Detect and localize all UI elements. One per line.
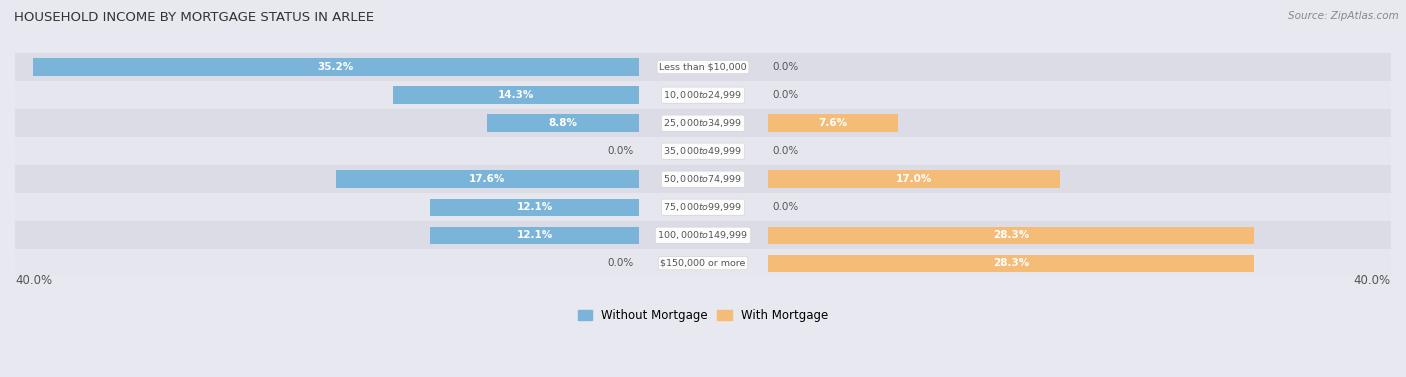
Text: 0.0%: 0.0% xyxy=(773,62,799,72)
Text: 40.0%: 40.0% xyxy=(15,274,52,287)
Text: 8.8%: 8.8% xyxy=(548,118,578,128)
Bar xyxy=(15,165,1391,193)
Bar xyxy=(15,53,1391,81)
Bar xyxy=(768,115,898,132)
Text: 0.0%: 0.0% xyxy=(607,146,633,156)
Text: 0.0%: 0.0% xyxy=(773,146,799,156)
Bar xyxy=(15,81,1391,109)
Bar xyxy=(430,199,638,216)
Text: $100,000 to $149,999: $100,000 to $149,999 xyxy=(658,229,748,241)
Text: 17.0%: 17.0% xyxy=(896,174,932,184)
Text: Source: ZipAtlas.com: Source: ZipAtlas.com xyxy=(1288,11,1399,21)
Bar xyxy=(15,221,1391,249)
Bar xyxy=(15,137,1391,165)
Text: 28.3%: 28.3% xyxy=(993,258,1029,268)
Text: Less than $10,000: Less than $10,000 xyxy=(659,63,747,72)
Bar xyxy=(336,170,638,188)
Text: HOUSEHOLD INCOME BY MORTGAGE STATUS IN ARLEE: HOUSEHOLD INCOME BY MORTGAGE STATUS IN A… xyxy=(14,11,374,24)
Bar xyxy=(15,109,1391,137)
Text: 40.0%: 40.0% xyxy=(1354,274,1391,287)
Bar xyxy=(486,115,638,132)
Text: $50,000 to $74,999: $50,000 to $74,999 xyxy=(664,173,742,185)
Bar xyxy=(15,249,1391,277)
Text: 0.0%: 0.0% xyxy=(773,202,799,212)
Bar xyxy=(768,170,1060,188)
Text: 12.1%: 12.1% xyxy=(516,230,553,240)
Legend: Without Mortgage, With Mortgage: Without Mortgage, With Mortgage xyxy=(574,304,832,326)
Text: $10,000 to $24,999: $10,000 to $24,999 xyxy=(664,89,742,101)
Text: $35,000 to $49,999: $35,000 to $49,999 xyxy=(664,145,742,157)
Bar xyxy=(768,227,1254,244)
Bar xyxy=(430,227,638,244)
Bar xyxy=(15,193,1391,221)
Bar xyxy=(392,86,638,104)
Text: 14.3%: 14.3% xyxy=(498,90,534,100)
Text: $150,000 or more: $150,000 or more xyxy=(661,259,745,268)
Bar xyxy=(768,254,1254,272)
Text: 28.3%: 28.3% xyxy=(993,230,1029,240)
Text: 7.6%: 7.6% xyxy=(818,118,848,128)
Text: $25,000 to $34,999: $25,000 to $34,999 xyxy=(664,117,742,129)
Text: 12.1%: 12.1% xyxy=(516,202,553,212)
Text: 0.0%: 0.0% xyxy=(607,258,633,268)
Text: 35.2%: 35.2% xyxy=(318,62,354,72)
Bar xyxy=(34,58,638,76)
Text: 17.6%: 17.6% xyxy=(470,174,505,184)
Text: $75,000 to $99,999: $75,000 to $99,999 xyxy=(664,201,742,213)
Text: 0.0%: 0.0% xyxy=(773,90,799,100)
